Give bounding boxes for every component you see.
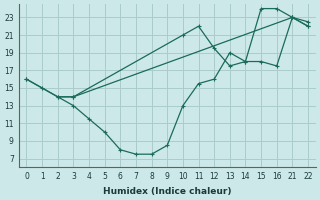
X-axis label: Humidex (Indice chaleur): Humidex (Indice chaleur) — [103, 187, 231, 196]
